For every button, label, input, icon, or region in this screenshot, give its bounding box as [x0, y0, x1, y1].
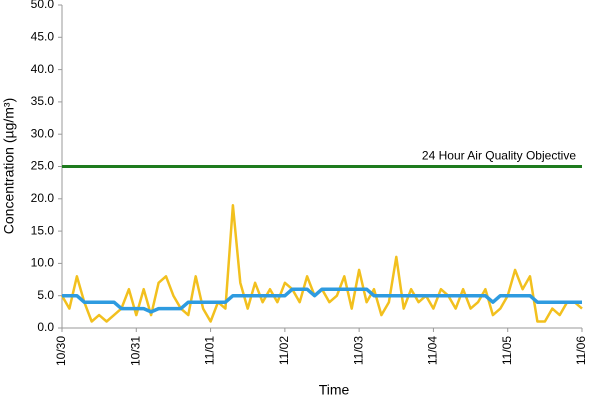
- x-tick-label: 11/04: [426, 336, 440, 365]
- y-tick-label: 5.0: [37, 288, 54, 302]
- y-tick-label: 10.0: [31, 256, 55, 270]
- y-tick-label: 15.0: [31, 223, 55, 237]
- series-line: [60, 204, 583, 323]
- x-tick-label: 11/03: [351, 336, 365, 365]
- series-line: [62, 287, 582, 314]
- y-tick-label: 50.0: [31, 0, 55, 11]
- x-axis-label: Time: [319, 382, 350, 398]
- x-tick-label: 11/06: [574, 336, 588, 365]
- y-tick-label: 20.0: [31, 191, 55, 205]
- x-tick-label: 10/31: [128, 336, 142, 366]
- y-tick-label: 25.0: [31, 159, 55, 173]
- y-tick-label: 30.0: [31, 126, 55, 140]
- y-tick-label: 45.0: [31, 29, 55, 43]
- y-tick-label: 40.0: [31, 62, 55, 76]
- y-axis-label: Concentration (µg/m³): [1, 98, 17, 234]
- x-tick-label: 10/30: [54, 336, 68, 366]
- x-tick-label: 11/02: [277, 336, 291, 365]
- x-tick-label: 11/01: [203, 336, 217, 365]
- y-tick-label: 0.0: [37, 320, 54, 334]
- y-tick-label: 35.0: [31, 94, 55, 108]
- x-tick-label: 11/05: [500, 336, 514, 365]
- reference-label: 24 Hour Air Quality Objective: [422, 149, 576, 163]
